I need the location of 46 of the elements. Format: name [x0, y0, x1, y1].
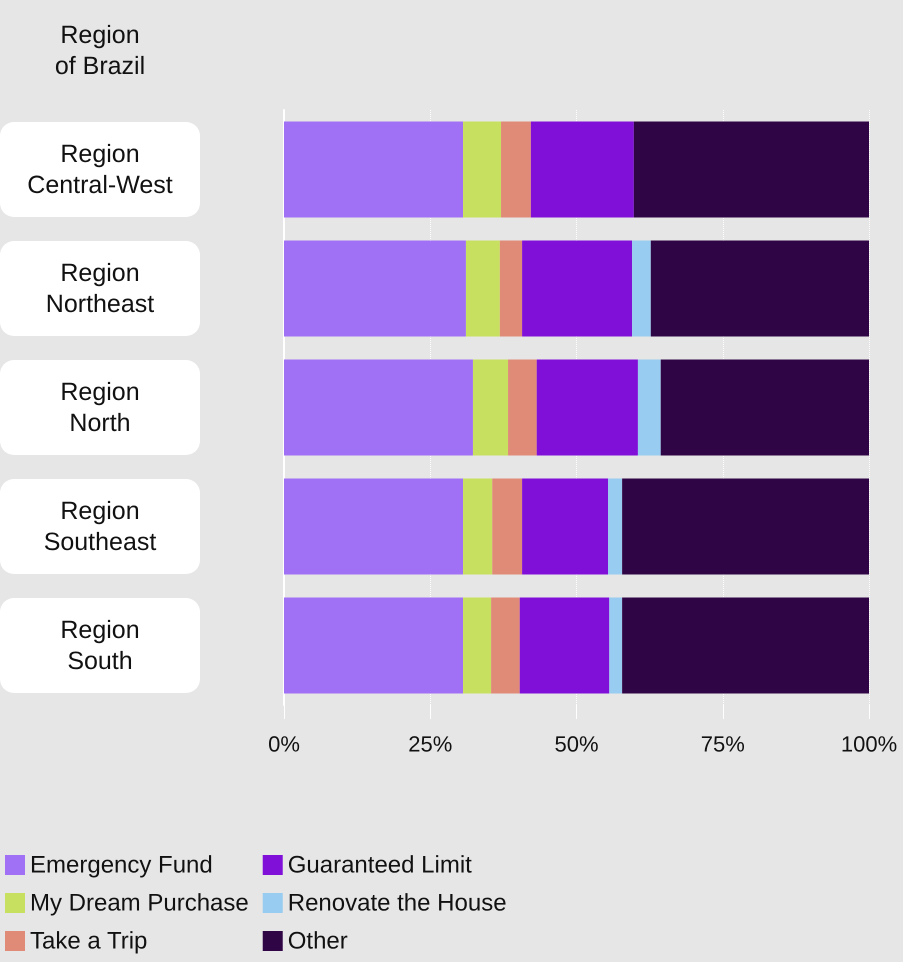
x-tick-label: 50%: [554, 732, 599, 756]
y-tick-label: Region North: [0, 360, 200, 455]
bar: [522, 478, 608, 574]
bar: [520, 598, 610, 694]
bar: [522, 240, 632, 336]
bar: [463, 478, 492, 574]
bar: [284, 122, 464, 218]
bar: [501, 122, 531, 218]
x-tick-label: 0%: [268, 732, 300, 756]
legend-label: Guaranteed Limit: [288, 852, 472, 878]
legend-label: Emergency Fund: [30, 852, 213, 878]
legend-label: Renovate the House: [288, 890, 507, 916]
bar: [632, 240, 651, 336]
legend-label: My Dream Purchase: [30, 890, 249, 916]
bar: [463, 122, 502, 218]
bar: [500, 240, 522, 336]
bar: [284, 360, 473, 456]
bar: [634, 122, 869, 218]
bar: [472, 360, 508, 456]
y-tick-label: Region South: [0, 598, 200, 693]
bar: [650, 240, 869, 336]
bar: [491, 598, 520, 694]
legend-label: Take a Trip: [30, 928, 148, 954]
legend-label: Other: [288, 928, 348, 954]
bar: [622, 478, 869, 574]
y-axis-title: Region of Brazil: [54, 20, 146, 82]
bar: [284, 598, 464, 694]
y-tick-label: Region Northeast: [0, 241, 200, 336]
bar: [638, 360, 661, 456]
x-tick-label: 100%: [840, 732, 898, 756]
y-tick-label: Region Southeast: [0, 479, 200, 574]
bar: [530, 122, 634, 218]
bar: [508, 360, 537, 456]
x-tick-label: 75%: [700, 732, 745, 756]
bar: [284, 240, 466, 336]
x-tick-label: 25%: [408, 732, 452, 756]
bar: [609, 598, 622, 694]
bar: [492, 478, 522, 574]
bar: [536, 360, 638, 456]
bar: [608, 478, 622, 574]
bar: [463, 598, 492, 694]
bar: [466, 240, 500, 336]
bar: [622, 598, 869, 694]
y-tick-label: Region Central-West: [0, 122, 200, 217]
bar: [660, 360, 869, 456]
bar: [284, 478, 464, 574]
